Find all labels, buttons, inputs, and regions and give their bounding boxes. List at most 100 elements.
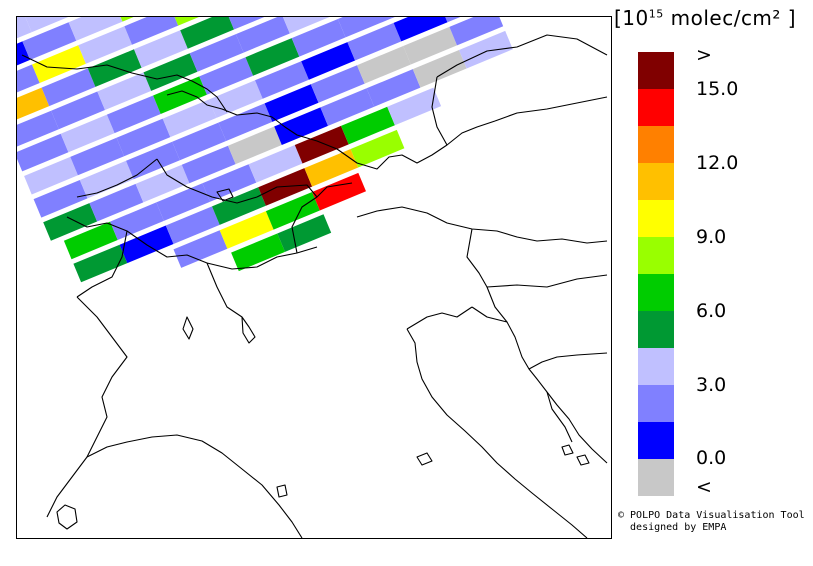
swath-pixel — [199, 57, 254, 95]
swath-pixel — [341, 106, 395, 145]
swath-pixel — [162, 99, 217, 138]
map-panel[interactable] — [16, 16, 612, 539]
swath-pixel — [219, 211, 274, 249]
swath-pixel — [248, 145, 303, 183]
swath-pixel — [73, 244, 128, 283]
swath-pixel — [24, 156, 78, 195]
swath-pixel — [153, 76, 207, 114]
swath-pixel — [202, 164, 257, 202]
credit-text: © POLPO Data Visualisation Tool designed… — [618, 510, 805, 534]
legend-tick-over: > — [696, 44, 712, 66]
legend-tick-under: < — [696, 476, 712, 498]
legend-swatch-3 — [638, 163, 674, 200]
swath-pixel — [63, 221, 118, 260]
swath-pixel — [87, 49, 142, 87]
legend-swatch-2 — [638, 126, 674, 163]
swath-pixel — [174, 17, 199, 26]
swath-pixel — [181, 145, 236, 184]
swath-pixel — [357, 46, 411, 84]
legend-title: [1015 molec/cm² ] — [614, 6, 796, 30]
swath-pixel — [231, 233, 285, 272]
swath-pixel — [218, 103, 273, 141]
legend-title-suffix: molec/cm² ] — [663, 6, 797, 30]
swath-pixel — [17, 41, 31, 66]
legend-tick-15: 15.0 — [696, 78, 739, 100]
swath-pixel — [277, 214, 332, 252]
swath-pixel — [89, 183, 144, 222]
swath-pixel — [387, 87, 442, 126]
swath-pixel — [391, 17, 395, 19]
swath-pixel — [412, 50, 467, 88]
swath-pixel — [32, 45, 86, 83]
swath-pixel — [110, 202, 164, 240]
swath-pixel — [304, 149, 359, 187]
swath-pixel — [212, 187, 266, 225]
swath-pixel — [51, 91, 105, 130]
swath-pixel — [17, 17, 32, 39]
legend-swatch-7 — [638, 311, 674, 348]
swath-pixel — [126, 141, 180, 180]
credit-line-1: © POLPO Data Visualisation Tool — [618, 510, 805, 521]
swath-pixel — [17, 133, 69, 172]
no2-swath-layer — [17, 17, 513, 283]
swath-pixel — [156, 183, 211, 221]
swath-pixel — [116, 118, 171, 157]
color-legend — [638, 52, 674, 496]
credit-line-2: designed by EMPA — [618, 522, 727, 533]
legend-title-prefix: [10 — [614, 6, 649, 30]
legend-tick-0: 0.0 — [696, 447, 727, 469]
swath-pixel — [180, 17, 234, 49]
swath-pixel — [124, 17, 179, 45]
swath-pixel — [264, 84, 319, 122]
swath-pixel — [350, 129, 405, 168]
legend-tick-12: 12.0 — [696, 152, 739, 174]
swath-pixel — [291, 19, 346, 57]
swath-pixel — [97, 72, 152, 110]
swath-pixel — [22, 22, 77, 60]
swath-pixel — [33, 180, 88, 218]
swath-pixel — [17, 87, 50, 120]
swath-pixel — [403, 26, 457, 65]
legend-tick-9: 9.0 — [696, 226, 727, 248]
legend-tick-6: 6.0 — [696, 300, 727, 322]
swath-pixel — [120, 17, 134, 22]
swath-pixel — [173, 230, 228, 268]
swath-pixel — [165, 206, 220, 244]
legend-swatch-6 — [638, 274, 674, 311]
swath-pixel — [41, 68, 96, 107]
swath-pixel — [366, 69, 421, 107]
swath-pixel — [255, 61, 309, 99]
swath-pixel — [393, 17, 448, 42]
swath-pixel — [312, 172, 366, 211]
swath-pixel — [265, 192, 320, 230]
swath-pixel — [235, 17, 290, 53]
legend-swatch-1 — [638, 89, 674, 126]
legend-swatch-5 — [638, 237, 674, 274]
swath-pixel — [294, 125, 349, 164]
swath-pixel — [310, 65, 365, 103]
swath-pixel — [445, 17, 461, 23]
swath-pixel — [79, 160, 134, 199]
swath-pixel — [143, 53, 198, 91]
swath-pixel — [172, 122, 227, 161]
legend-swatch-8 — [638, 348, 674, 385]
swath-pixel — [68, 17, 123, 41]
swath-pixel — [60, 114, 115, 153]
swath-pixel — [228, 126, 282, 165]
swath-pixel — [228, 17, 265, 30]
swath-pixel — [189, 34, 244, 72]
legend-swatch-11 — [638, 459, 674, 496]
swath-pixel — [208, 80, 263, 118]
map-svg[interactable] — [17, 17, 611, 538]
swath-pixel — [449, 17, 504, 46]
legend-swatch-10 — [638, 422, 674, 459]
legend-swatch-9 — [638, 385, 674, 422]
swath-pixel — [282, 17, 330, 34]
swath-pixel — [135, 164, 190, 203]
swath-pixel — [347, 22, 402, 61]
country-borders — [21, 34, 608, 538]
swath-pixel — [106, 95, 161, 134]
legend-swatch-0 — [638, 52, 674, 89]
swath-pixel — [17, 110, 59, 147]
swath-pixel — [337, 17, 392, 38]
